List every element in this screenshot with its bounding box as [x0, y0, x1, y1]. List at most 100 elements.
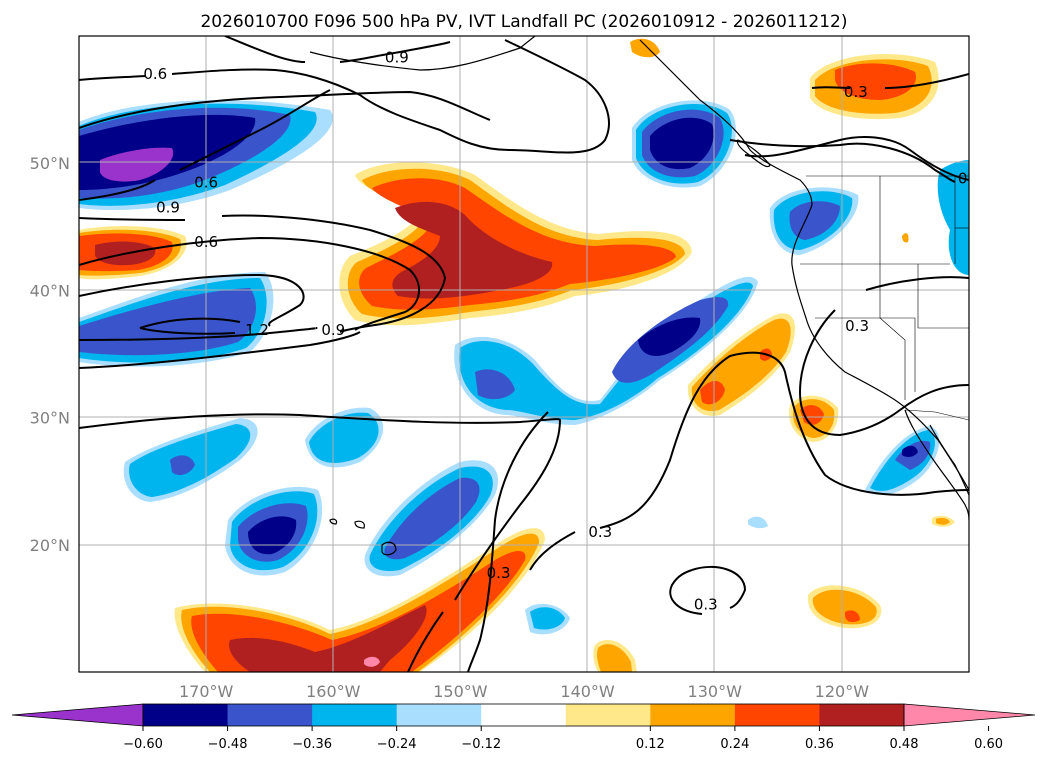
colorbar-segment: [734, 704, 820, 726]
colorbar-tick-label: 0.12: [636, 737, 665, 752]
neg-anomaly-south: [384, 477, 480, 560]
island-oahu: [354, 520, 365, 529]
neg-anomaly-sw: [309, 412, 379, 463]
contour-line: [79, 217, 186, 221]
contour-line: [79, 273, 305, 327]
neg-anomaly-small: [748, 516, 768, 529]
colorbar-extend-max: [903, 703, 1036, 727]
map-frame: [78, 35, 970, 673]
pv-shading: [79, 38, 969, 672]
island-kauai: [329, 518, 338, 525]
longitude-label: 140°W: [560, 682, 615, 701]
latitude-label: 50°N: [30, 154, 70, 173]
island-hawaii: [381, 541, 397, 556]
contour-line: [79, 331, 361, 369]
border-us-mexico: [904, 409, 969, 421]
border-state: [879, 264, 906, 400]
neg-anomaly-central: [459, 282, 753, 420]
colorbar-tick-label: −0.48: [208, 737, 248, 752]
contour-line: [529, 531, 576, 571]
colorbar-segment: [143, 704, 229, 726]
contour-label: 0.3: [694, 596, 718, 614]
neg-anomaly-small: [530, 607, 565, 630]
contour-line: [179, 89, 331, 171]
pos-anomaly-south: [364, 656, 380, 667]
colorbar-segment: [481, 704, 567, 726]
colorbar-tick-label: −0.12: [461, 737, 501, 752]
contour-line: [79, 75, 146, 81]
border-state: [815, 317, 916, 392]
colorbar-tick-label: 0.48: [890, 737, 919, 752]
pos-anomaly-south: [229, 605, 427, 672]
colorbar-tick-label: −0.36: [292, 737, 332, 752]
contour-label: 0.9: [385, 49, 409, 67]
pos-anomaly-ne: [835, 63, 916, 100]
colorbar: −0.60 −0.48 −0.36 −0.24 −0.12 0.12 0.24 0.36 0.4…: [11, 703, 1036, 752]
contour-line: [79, 327, 318, 341]
political-borders: [800, 175, 969, 421]
border-state: [917, 264, 969, 329]
contour-line: [221, 214, 447, 333]
colorbar-segment: [650, 704, 736, 726]
map-title: 2026010700 F096 500 hPa PV, IVT Landfall…: [200, 12, 847, 32]
contour-line: [599, 351, 969, 529]
contour-line: [811, 86, 851, 89]
contour-line: [454, 419, 561, 601]
contour-line: [691, 565, 747, 609]
contour-line: [669, 569, 703, 615]
coastline-gulf-ca: [929, 424, 969, 496]
contour-line: [139, 327, 236, 335]
pos-anomaly-small: [936, 518, 950, 525]
colorbar-tick-label: 0.24: [720, 737, 749, 752]
longitude-label: 150°W: [433, 682, 488, 701]
contour-label: 0.9: [156, 199, 180, 217]
colorbar-segment: [312, 704, 398, 726]
pos-anomaly-east: [700, 381, 725, 405]
contour-label: 0.6: [194, 173, 218, 191]
colorbar-tick-label: −0.24: [377, 737, 417, 752]
contour-line: [79, 236, 420, 331]
colorbar-tick-label: 0.36: [805, 737, 834, 752]
contour-line: [79, 413, 561, 429]
contour-line: [171, 39, 610, 154]
longitude-label: 130°W: [688, 682, 743, 701]
contour-line: [339, 41, 451, 63]
longitude-label: 120°W: [815, 682, 870, 701]
contour-label: 0.3: [844, 83, 868, 101]
colorbar-segment: [565, 704, 651, 726]
pos-anomaly-east: [845, 610, 860, 623]
contour-label: 0.3: [588, 523, 612, 541]
contour-line: [79, 179, 156, 201]
contour-line: [139, 317, 241, 329]
contour-line: [865, 276, 969, 291]
contour-label: 0.3: [845, 317, 869, 335]
colorbar-outline: [142, 703, 905, 727]
contour-line: [467, 411, 549, 672]
contour-label: 0: [958, 169, 968, 187]
contour-label: 0.6: [194, 233, 218, 251]
ivt-contours: [79, 36, 969, 672]
colorbar-segment: [227, 704, 313, 726]
latitude-label: 20°N: [30, 536, 70, 555]
neg-anomaly-pnw: [789, 201, 840, 240]
contour-line: [79, 90, 491, 129]
neg-anomaly-sw: [170, 455, 195, 476]
contour-label: 0.6: [143, 65, 167, 83]
contour-labels: 0.6 0.9 0.3 0.9 0.6 0.6 0.3 1.2 0.9 0.3 0.3 0.3 0: [143, 49, 967, 614]
colorbar-segment: [396, 704, 482, 726]
longitude-labels: 170°W 160°W 150°W 140°W 130°W 120°W: [179, 682, 869, 701]
pos-anomaly-central: [392, 201, 553, 299]
latitude-labels: 50°N 40°N 30°N 20°N: [30, 154, 70, 555]
contour-label: 1.2: [245, 321, 269, 339]
coastline-baja: [904, 409, 969, 521]
neg-anomaly-nw: [100, 147, 174, 182]
latitude-label: 30°N: [30, 409, 70, 428]
neg-anomaly-goa: [650, 117, 714, 170]
contour-line: [407, 611, 444, 672]
latitude-label: 40°N: [30, 281, 70, 300]
contour-line: [798, 309, 969, 437]
coastline-bc: [639, 39, 813, 206]
contour-line: [744, 136, 969, 181]
colorbar-extend-min: [11, 703, 144, 727]
